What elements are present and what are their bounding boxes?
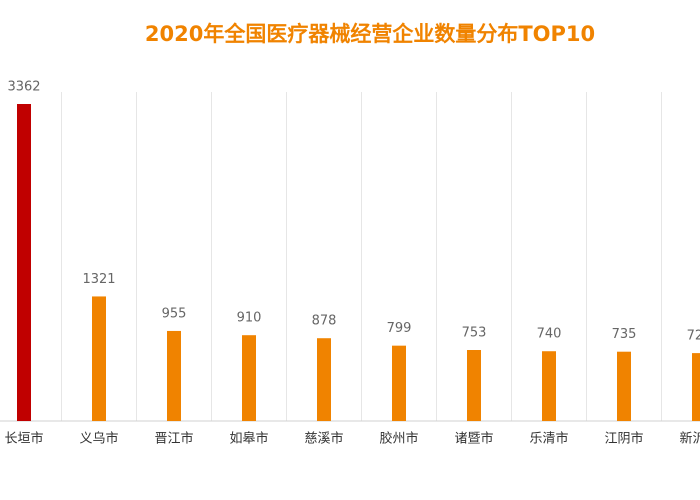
x-tick-label: 慈溪市 xyxy=(304,431,343,447)
bar xyxy=(542,351,556,421)
value-label: 740 xyxy=(537,327,562,342)
value-label: 878 xyxy=(312,314,337,329)
bar xyxy=(392,345,406,421)
bar xyxy=(317,338,331,421)
chart-title: 2020年全国医疗器械经营企业数量分布TOP10 xyxy=(145,22,595,46)
x-tick-label: 长垣市 xyxy=(4,431,43,447)
value-label: 753 xyxy=(462,326,487,341)
x-tick-label: 乐清市 xyxy=(529,431,568,447)
bar xyxy=(692,353,700,421)
value-label: 955 xyxy=(162,306,187,321)
value-label: 910 xyxy=(237,311,262,326)
bar xyxy=(17,104,31,421)
value-label: 1321 xyxy=(82,272,115,287)
bar xyxy=(92,296,106,421)
x-tick-label: 晋江市 xyxy=(154,431,193,447)
x-tick-label: 诸暨市 xyxy=(454,431,493,447)
value-label: 3362 xyxy=(7,80,40,95)
x-tick-label: 新沂市 xyxy=(679,431,700,447)
bar xyxy=(242,335,256,421)
bar xyxy=(167,330,181,421)
value-label: 735 xyxy=(612,327,637,342)
bar xyxy=(617,351,631,421)
x-tick-label: 江阴市 xyxy=(604,431,643,447)
x-tick-label: 胶州市 xyxy=(379,431,418,447)
bar xyxy=(467,350,481,421)
x-tick-label: 义乌市 xyxy=(79,431,118,447)
value-label: 720 xyxy=(687,329,700,344)
value-label: 799 xyxy=(387,321,412,336)
x-tick-label: 如皋市 xyxy=(229,431,268,447)
